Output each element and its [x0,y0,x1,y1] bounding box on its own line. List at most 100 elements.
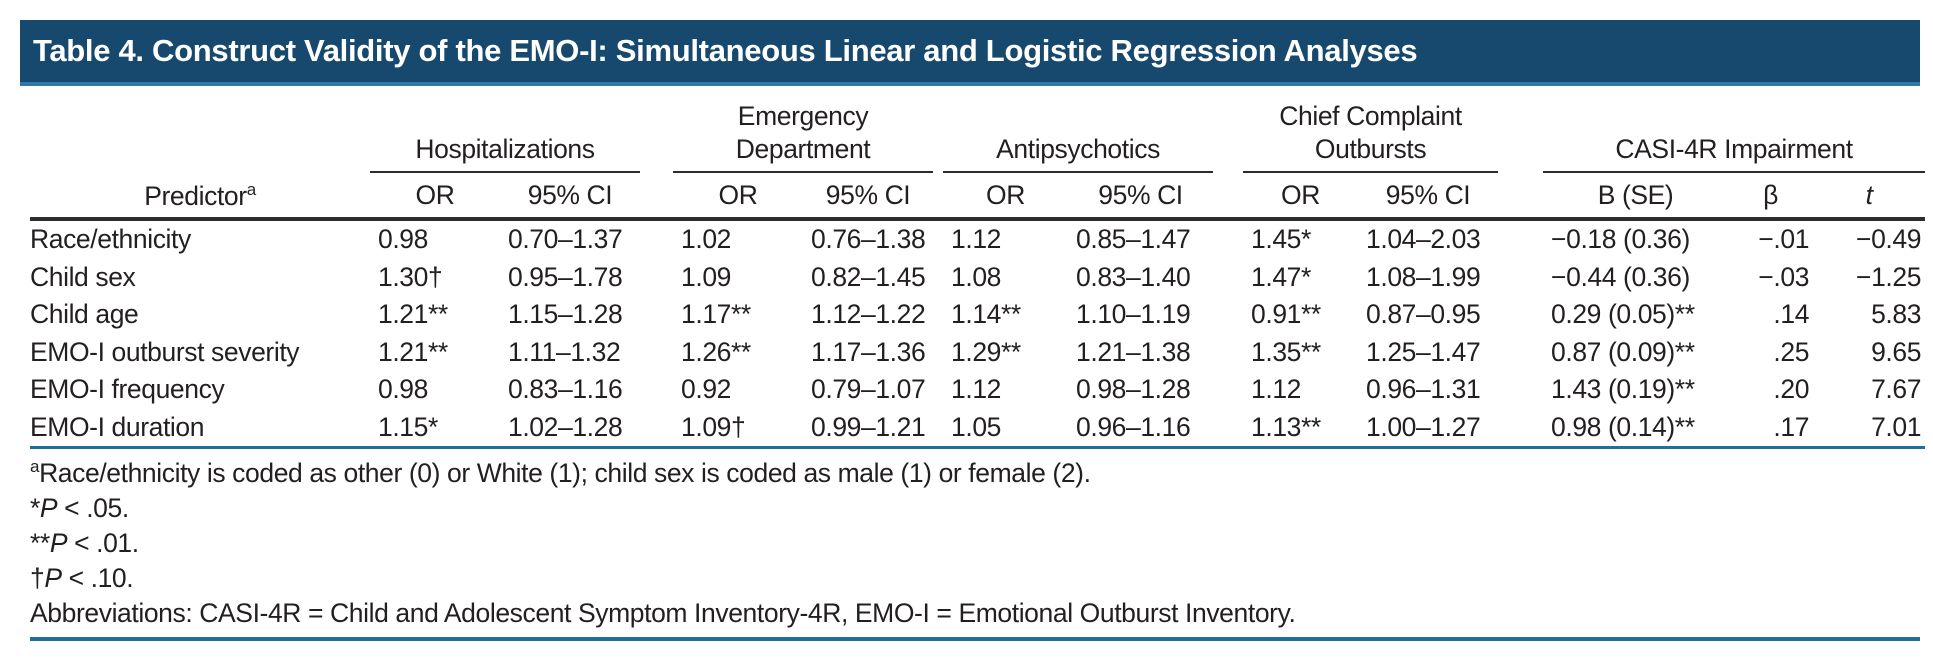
value-cell: −.03 [1758,261,1810,292]
value-cell: 0.98 [378,224,428,255]
footnotes-block: aRace/ethnicity is coded as other (0) or… [30,456,1920,631]
column-spacer [1498,408,1544,449]
value-cell: 0.92 [681,374,731,405]
value-cell: 1.17–1.36 [811,336,926,367]
value-cell: 1.26** [681,336,751,367]
col-header-anti-ci: 95% CI [1068,172,1214,221]
column-spacer [640,172,674,221]
stat-symbol: P [39,493,58,523]
column-spacer [933,259,943,297]
value-cell: 0.70–1.37 [508,224,623,255]
value-cell: 7.01 [1813,408,1926,449]
col-header-hosp-ci: 95% CI [500,172,641,221]
table-row: EMO-I duration 1.15* 1.02–1.28 1.09† 0.9… [30,408,1926,449]
column-spacer [640,296,673,334]
value-cell: −1.25 [1856,261,1922,292]
value-cell: 1.04–2.03 [1366,224,1481,255]
value-cell: 5.83 [1871,299,1922,330]
column-spacer [1498,172,1544,221]
group-header-row: Predictora Hospitalizations Emergency Dep… [30,88,1926,221]
footnote-marker: ** [30,528,50,558]
value-cell: 0.98–1.28 [1076,374,1191,405]
value-cell: 1.21–1.38 [1076,336,1191,367]
value-cell: −.01 [1758,224,1810,255]
stat-symbol: P [49,528,68,558]
predictor-label: Predictor [144,181,247,211]
predictor-cell: Child age [30,299,139,330]
value-cell: 0.83–1.16 [508,374,623,405]
column-spacer [1213,296,1243,334]
value-cell: 1.14** [951,299,1021,330]
value-cell: 0.76–1.38 [811,224,926,255]
value-cell: 0.79–1.07 [811,374,926,405]
table-figure: Table 4. Construct Validity of the EMO-I… [0,20,1933,660]
column-spacer [1213,371,1243,409]
footnote-marker: * [30,493,40,523]
column-spacer [640,408,674,449]
value-cell: .25 [1773,336,1810,367]
col-header-beta: β [1728,172,1814,221]
column-spacer [640,371,673,409]
value-cell: 1.15–1.28 [508,299,623,330]
col-header-t: t [1813,172,1926,221]
predictor-cell: EMO-I duration [30,408,370,449]
table-title-bar: Table 4. Construct Validity of the EMO-I… [20,20,1920,86]
column-spacer [1498,259,1543,297]
column-spacer [640,259,673,297]
footnote-marker: † [30,563,45,593]
footnote-marker: a [30,457,40,477]
value-cell: 0.99–1.21 [803,408,934,449]
value-cell: 1.29** [951,336,1021,367]
value-cell: 7.67 [1871,374,1922,405]
table-title: Table 4. Construct Validity of the EMO-I… [33,33,1418,68]
column-spacer [1213,259,1243,297]
col-header-ed-ci: 95% CI [803,172,934,221]
column-spacer [1498,219,1543,259]
table-row: Child sex 1.30† 0.95–1.78 1.09 0.82–1.45… [30,259,1925,297]
value-cell: −0.49 [1856,224,1922,255]
value-cell: 0.96–1.31 [1366,374,1481,405]
value-cell: 0.29 (0.05)** [1551,299,1695,330]
column-spacer [1498,371,1543,409]
group-header-hospitalizations: Hospitalizations [370,88,641,173]
column-spacer [1498,88,1543,172]
footnote-p01: **P < .01. [30,526,1920,561]
value-cell: 1.10–1.19 [1076,299,1191,330]
value-cell: 0.83–1.40 [1076,261,1191,292]
value-cell: 0.85–1.47 [1076,224,1191,255]
column-spacer [933,296,943,334]
value-cell: 1.12 [951,374,1002,405]
table-row: EMO-I outburst severity 1.21** 1.11–1.32… [30,334,1925,372]
group-header-emergency-department: Emergency Department [673,88,934,173]
value-cell: 0.95–1.78 [508,261,623,292]
value-cell: 1.21** [378,336,448,367]
table-row: EMO-I frequency 0.98 0.83–1.16 0.92 0.79… [30,371,1925,409]
footnote-p10: †P < .10. [30,561,1920,596]
value-cell: 1.47* [1251,261,1311,292]
value-cell: 1.08–1.99 [1366,261,1481,292]
value-cell: 9.65 [1871,336,1922,367]
group-header-antipsychotics: Antipsychotics [943,88,1214,173]
col-header-cco-ci: 95% CI [1358,172,1499,221]
value-cell: −0.18 (0.36) [1551,224,1690,255]
value-cell: 0.98 (0.14)** [1543,408,1729,449]
value-cell: 1.35** [1251,336,1321,367]
stat-symbol: P [44,563,62,593]
value-cell: .14 [1773,299,1810,330]
table-row: Race/ethnicity 0.98 0.70–1.37 1.02 0.76–… [30,219,1925,259]
value-cell: 1.11–1.32 [508,336,621,367]
column-spacer [640,88,673,172]
col-header-predictor: Predictora [30,88,370,221]
value-cell: 0.91** [1251,299,1321,330]
predictor-footnote-marker: a [246,180,256,200]
value-cell: −0.44 (0.36) [1551,261,1690,292]
value-cell: 1.12 [1251,374,1302,405]
footnote-p05: *P < .05. [30,491,1920,526]
value-cell: 0.96–1.16 [1068,408,1214,449]
value-cell: 0.87 (0.09)** [1551,336,1695,367]
value-cell: 0.87–0.95 [1366,299,1481,330]
value-cell: 1.12 [951,224,1002,255]
value-cell: 1.02 [681,224,731,255]
value-cell: 1.02–1.28 [500,408,641,449]
col-header-b-se: B (SE) [1543,172,1729,221]
